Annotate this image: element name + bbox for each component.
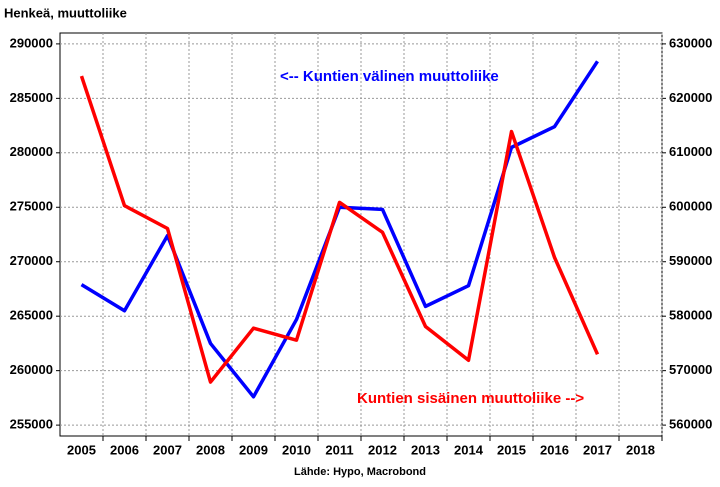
x-tick-label: 2010 — [282, 442, 311, 457]
x-tick-label: 2005 — [67, 442, 96, 457]
line-series — [80, 60, 599, 399]
y2-tick-label: 600000 — [669, 199, 712, 214]
x-tick-label: 2012 — [368, 442, 397, 457]
chart-title: Henkeä, muuttoliike — [4, 5, 127, 20]
y-tick-label: 255000 — [10, 417, 53, 432]
y-tick-label: 285000 — [10, 90, 53, 105]
x-tick-label: 2006 — [110, 442, 139, 457]
x-tick-label: 2011 — [325, 442, 353, 457]
y-tick-label: 280000 — [10, 144, 53, 159]
y-tick-label: 290000 — [10, 35, 53, 50]
x-tick-label: 2018 — [626, 442, 655, 457]
y-tick-label: 270000 — [10, 253, 53, 268]
y2-tick-label: 590000 — [669, 253, 712, 268]
y2-tick-label: 560000 — [669, 417, 712, 432]
y-tick-label: 265000 — [10, 308, 53, 323]
y2-tick-label: 630000 — [669, 35, 712, 50]
series-label: <-- Kuntien välinen muuttoliike — [280, 68, 499, 85]
y-tick-label: 260000 — [10, 362, 53, 377]
y2-tick-label: 610000 — [669, 144, 712, 159]
x-tick-label: 2017 — [583, 442, 612, 457]
x-tick-label: 2009 — [239, 442, 268, 457]
series-label: Kuntien sisäinen muuttoliike --> — [357, 390, 584, 407]
x-tick-label: 2008 — [196, 442, 225, 457]
y2-tick-label: 580000 — [669, 308, 712, 323]
x-tick-label: 2014 — [454, 442, 484, 457]
x-tick-label: 2016 — [540, 442, 569, 457]
x-tick-label: 2015 — [497, 442, 526, 457]
y2-tick-label: 620000 — [669, 90, 712, 105]
y2-tick-label: 570000 — [669, 362, 712, 377]
x-tick-label: 2007 — [153, 442, 182, 457]
x-tick-label: 2013 — [411, 442, 440, 457]
source: Lähde: Hypo, Macrobond — [294, 466, 426, 478]
line-series — [79, 75, 600, 384]
y-tick-label: 275000 — [10, 199, 53, 214]
